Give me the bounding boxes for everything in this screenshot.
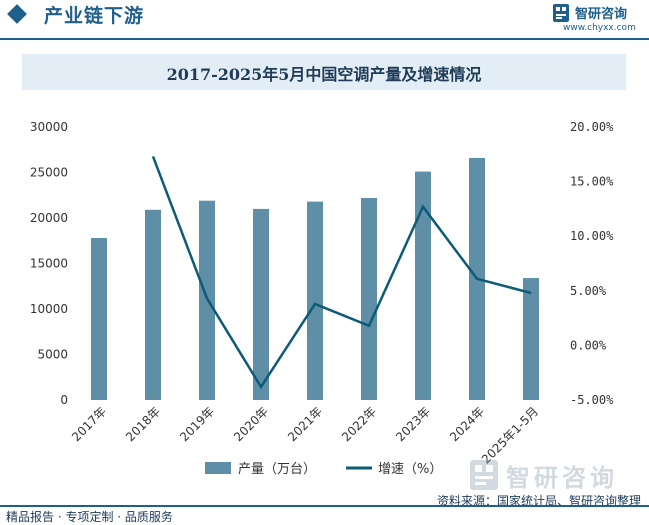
- y-left-tick-label: 10000: [30, 302, 68, 316]
- footer-divider: [0, 505, 649, 507]
- y-left-tick-label: 0: [60, 393, 68, 407]
- brand-logo: 智研咨询 www.chyxx.com: [553, 3, 643, 37]
- logo-icon: [553, 4, 569, 22]
- bar-production: [145, 209, 161, 400]
- section-title: 产业链下游: [44, 5, 145, 27]
- y-right-tick-label: 15.00%: [570, 175, 614, 189]
- x-tick-label: 2023年: [393, 404, 433, 444]
- source-note: 资料来源：国家统计局、智研咨询整理: [436, 494, 641, 508]
- line-growth-rate: [151, 156, 532, 390]
- x-tick-label: 2017年: [69, 404, 109, 444]
- y-right-tick-label: -5.00%: [570, 393, 614, 407]
- y-right-tick-label: 10.00%: [570, 229, 614, 243]
- bar-production: [523, 278, 539, 400]
- x-tick-label: 2019年: [177, 404, 217, 444]
- chart-title: 2017-2025年5月中国空调产量及增速情况: [166, 65, 482, 84]
- y-left-tick-label: 25000: [30, 166, 68, 180]
- x-tick-label: 2018年: [123, 404, 163, 444]
- bar-production: [253, 208, 269, 400]
- logo-url: www.chyxx.com: [563, 23, 636, 33]
- bar-production: [307, 201, 323, 400]
- bar-production: [415, 171, 431, 400]
- x-tick-label: 2022年: [339, 404, 379, 444]
- page-header: 产业链下游: [0, 0, 649, 44]
- logo-name: 智研咨询: [575, 7, 628, 22]
- bar-production: [91, 238, 107, 400]
- watermark: 智研咨询: [470, 458, 640, 492]
- x-tick-label: 2020年: [231, 404, 271, 444]
- watermark-text: 智研咨询: [506, 464, 618, 492]
- y-left-tick-label: 5000: [37, 348, 68, 362]
- header-divider: [0, 38, 649, 40]
- y-right-tick-label: 0.00%: [570, 338, 607, 352]
- x-tick-label: 2021年: [285, 404, 325, 444]
- y-left-tick-label: 30000: [30, 120, 68, 134]
- legend-swatch-production: [205, 462, 231, 474]
- chart-title-bar: 2017-2025年5月中国空调产量及增速情况: [22, 54, 626, 90]
- legend-label-growth: 增速（%）: [378, 462, 442, 477]
- y-left-tick-label: 15000: [30, 257, 68, 271]
- x-tick-label: 2024年: [447, 404, 487, 444]
- footer-slogan: 精品报告 · 专项定制 · 品质服务: [6, 510, 173, 524]
- bar-production: [361, 197, 377, 400]
- y-right-tick-label: 5.00%: [570, 284, 607, 298]
- y-left-tick-label: 20000: [30, 211, 68, 225]
- watermark-logo-icon: [470, 460, 498, 490]
- y-right-tick-label: 20.00%: [570, 120, 614, 134]
- legend-label-production: 产量（万台）: [238, 462, 316, 477]
